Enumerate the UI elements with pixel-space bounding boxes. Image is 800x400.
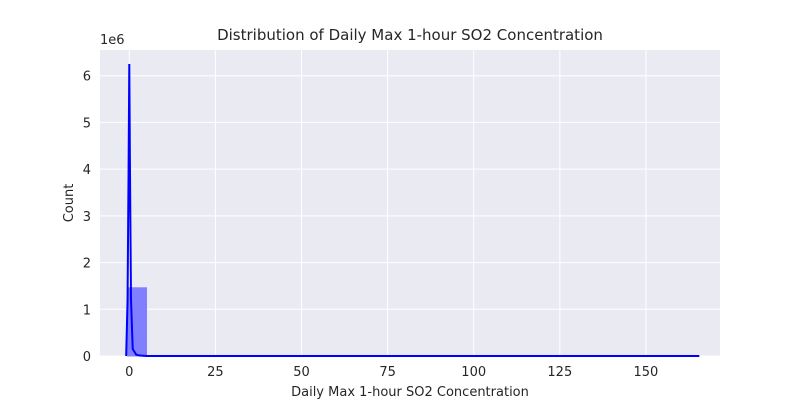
y-tick-label: 4 — [83, 163, 91, 178]
y-tick-label: 5 — [83, 116, 91, 131]
y-tick-label: 3 — [83, 210, 91, 225]
y-tick-label: 2 — [83, 257, 91, 272]
y-tick-label: 1 — [83, 303, 91, 318]
kde-curve — [125, 64, 700, 357]
x-axis-label: Daily Max 1-hour SO2 Concentration — [291, 385, 529, 400]
x-tick-label: 50 — [293, 365, 310, 380]
y-gridlines — [100, 75, 720, 357]
x-tick-label: 150 — [634, 365, 659, 380]
x-tick-label: 100 — [461, 365, 486, 380]
y-offset-label: 1e6 — [100, 33, 125, 48]
y-tick-labels: 0 1 2 3 4 5 6 — [83, 70, 91, 365]
x-gridlines — [128, 50, 647, 356]
chart-title: Distribution of Daily Max 1-hour SO2 Con… — [217, 26, 603, 44]
x-tick-label: 25 — [207, 365, 224, 380]
y-tick-label: 0 — [83, 350, 91, 365]
x-tick-label: 75 — [379, 365, 396, 380]
x-tick-label: 125 — [547, 365, 572, 380]
plot-background — [100, 50, 720, 356]
x-tick-labels: 0 25 50 75 100 125 150 — [125, 365, 658, 380]
x-tick-label: 0 — [125, 365, 133, 380]
y-tick-label: 6 — [83, 70, 91, 85]
y-axis-label: Count — [62, 184, 77, 223]
